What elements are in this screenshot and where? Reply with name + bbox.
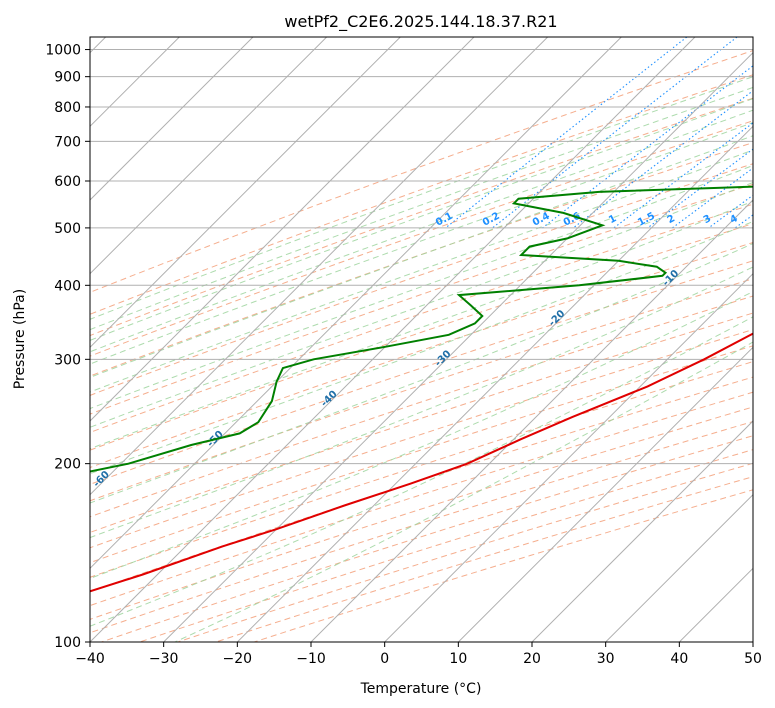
moist-adiabats bbox=[90, 76, 753, 642]
y-tick-label: 500 bbox=[54, 221, 81, 237]
dry-adiabat-line bbox=[90, 391, 753, 607]
moist-adiabat-line bbox=[90, 164, 753, 410]
x-tick-label: 10 bbox=[449, 651, 467, 667]
y-tick-label: 100 bbox=[54, 635, 81, 651]
x-tick-label: 20 bbox=[523, 651, 541, 667]
x-tick-label: 40 bbox=[670, 651, 688, 667]
isotherm-line bbox=[90, 37, 475, 422]
x-tick-label: −40 bbox=[75, 651, 105, 667]
y-tick-label: 800 bbox=[54, 100, 81, 116]
moist-adiabat-line bbox=[90, 266, 753, 539]
x-tick-label: 50 bbox=[744, 651, 762, 667]
mixing-ratio-label: 1 bbox=[607, 213, 618, 226]
isotherm-line bbox=[90, 37, 254, 201]
dry-adiabat-line bbox=[90, 74, 753, 315]
isotherm-line bbox=[310, 199, 753, 642]
moist-adiabat-line bbox=[90, 86, 753, 331]
isotherm-line bbox=[90, 37, 401, 349]
x-tick-label: 0 bbox=[380, 651, 389, 667]
x-tick-label: −30 bbox=[149, 651, 179, 667]
isotherm-line bbox=[90, 37, 328, 275]
dewpoint-profile-line bbox=[90, 185, 753, 473]
y-axis-label: Pressure (hPa) bbox=[12, 289, 28, 389]
mixing-ratio-line bbox=[572, 90, 753, 229]
mixing-ratio-line bbox=[672, 167, 753, 229]
isotherm-line bbox=[531, 420, 753, 642]
y-tick-label: 400 bbox=[54, 278, 81, 294]
dry-adiabat-line bbox=[90, 278, 753, 502]
isotherm-line bbox=[384, 272, 753, 642]
dry-adiabat-line bbox=[90, 50, 753, 293]
pressure-gridlines bbox=[90, 49, 753, 642]
dry-adiabat-line bbox=[90, 223, 753, 451]
y-tick-label: 300 bbox=[54, 352, 81, 368]
y-tick-label: 1000 bbox=[45, 43, 81, 59]
x-tick-label: −10 bbox=[296, 651, 326, 667]
y-tick-label: 600 bbox=[54, 174, 81, 190]
temperature-profile-line bbox=[90, 332, 753, 593]
mixing-ratio-line bbox=[542, 65, 753, 229]
y-axis: 100 200 300 400 500 600 700 800 900 1000 bbox=[45, 43, 90, 651]
moist-adiabat-line bbox=[90, 109, 753, 353]
isotherm-line bbox=[90, 37, 622, 570]
dry-adiabat-line bbox=[90, 329, 753, 549]
moist-adiabat-line bbox=[90, 98, 753, 341]
moist-adiabat-line bbox=[90, 200, 753, 450]
x-tick-label: −20 bbox=[223, 651, 253, 667]
moist-adiabat-line bbox=[90, 181, 753, 428]
dry-adiabat-line bbox=[90, 361, 753, 578]
skewed-isotherms bbox=[90, 37, 753, 642]
x-axis-label: Temperature (°C) bbox=[360, 681, 482, 697]
y-tick-label: 700 bbox=[54, 134, 81, 150]
moist-adiabat-line bbox=[90, 291, 753, 579]
dry-adiabat-line bbox=[90, 312, 753, 533]
mixing-ratio-label: 4 bbox=[728, 213, 739, 226]
x-tick-label: 30 bbox=[597, 651, 615, 667]
mixing-ratio-label: 2 bbox=[666, 213, 677, 226]
isotherm-line bbox=[163, 51, 753, 642]
isotherm-line bbox=[457, 346, 753, 642]
x-axis: −40 −30 −20 −10 0 10 20 30 40 50 bbox=[75, 642, 762, 667]
isotherm-line bbox=[605, 493, 753, 642]
y-tick-label: 900 bbox=[54, 70, 81, 86]
plot-frame bbox=[89, 36, 754, 643]
isotherm-line bbox=[90, 37, 549, 496]
y-tick-label: 200 bbox=[54, 457, 81, 473]
dry-adiabat-line bbox=[90, 97, 753, 337]
mixing-ratio-label: 3 bbox=[702, 213, 713, 226]
isotherm-line bbox=[236, 125, 753, 642]
dry-adiabat-line bbox=[90, 163, 753, 396]
plot-area: -100-90-80-70-60-50-40-30-20-10010203040… bbox=[90, 37, 753, 642]
moist-adiabat-line bbox=[90, 76, 753, 320]
isotherm-line bbox=[90, 37, 696, 642]
chart-title: wetPf2_C2E6.2025.144.18.37.R21 bbox=[284, 12, 557, 32]
moist-adiabat-line bbox=[90, 242, 753, 504]
